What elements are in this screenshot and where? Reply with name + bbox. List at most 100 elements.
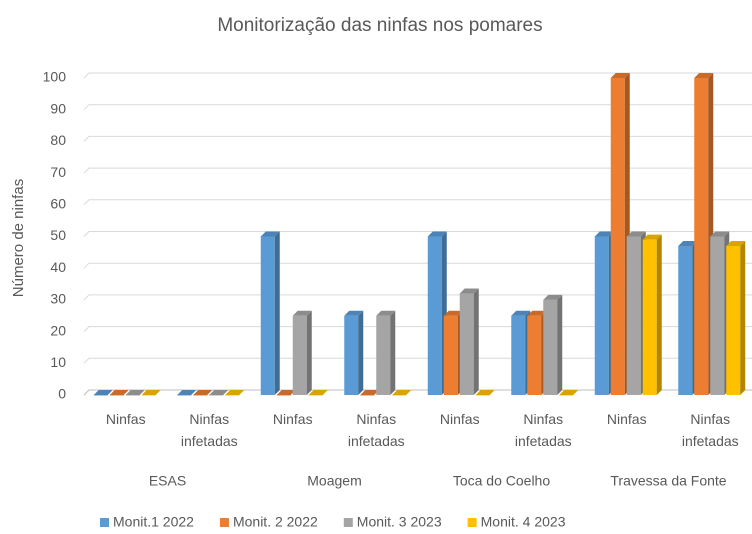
bar	[694, 73, 714, 395]
y-tick-label: 90	[50, 100, 66, 116]
bar	[177, 390, 197, 396]
bar-top	[610, 73, 630, 78]
legend-swatch	[343, 518, 353, 527]
legend-swatch	[467, 518, 477, 527]
bar	[344, 310, 364, 395]
bar-front	[443, 315, 458, 395]
legend-swatch	[100, 518, 109, 527]
bar-top	[225, 390, 245, 395]
bar	[475, 390, 495, 396]
bar	[225, 390, 245, 396]
bar-top	[93, 390, 113, 395]
bar-front	[511, 315, 526, 395]
bar-front	[626, 236, 641, 395]
bar-side	[274, 231, 280, 395]
x-tick-label: Ninfas infetadas	[681, 411, 739, 449]
x-tick-label: Ninfas	[105, 411, 146, 427]
bar-top	[626, 231, 646, 237]
y-tick-label: 100	[43, 69, 67, 85]
x-tick-label: Ninfas infetadas	[347, 411, 405, 449]
x-tick-label: Ninfas	[606, 411, 647, 427]
bar-side	[557, 294, 563, 395]
bar	[376, 310, 396, 395]
bar-front	[177, 395, 192, 396]
bar-side	[473, 288, 479, 395]
bar-front	[543, 299, 558, 395]
legend-label: Monit. 2 2022	[233, 514, 318, 530]
bar-top	[308, 390, 328, 395]
y-tick-label: 20	[50, 322, 66, 338]
bar	[427, 231, 447, 395]
x-tick-label: Ninfas infetadas	[180, 411, 238, 449]
y-tick-label: 70	[50, 164, 66, 180]
bar-top	[392, 390, 412, 395]
bar-front	[225, 395, 240, 396]
bar-front	[392, 395, 407, 396]
bar	[209, 390, 229, 396]
legend-label: Monit. 4 2023	[481, 514, 566, 530]
bar-top	[710, 231, 730, 237]
bar-front	[141, 395, 156, 396]
bar-front	[427, 236, 442, 395]
bar-front	[344, 315, 359, 395]
x-tick-label: Ninfas infetadas	[514, 411, 572, 449]
bar-front	[193, 395, 208, 396]
legend-swatch	[219, 518, 229, 527]
grid-line	[83, 262, 752, 269]
bar-top	[360, 390, 380, 395]
bar	[559, 390, 579, 396]
bar-top	[141, 390, 161, 395]
bar	[392, 390, 412, 396]
bar	[642, 234, 662, 395]
bar	[193, 390, 213, 396]
y-tick-label: 80	[50, 132, 66, 148]
bar-front	[610, 78, 625, 395]
bar-side	[358, 310, 364, 395]
y-tick-label: 10	[50, 354, 66, 370]
bar-top	[642, 234, 662, 240]
bar-front	[459, 293, 474, 395]
bar-top	[678, 241, 698, 247]
bar-top	[527, 310, 547, 316]
bar-top	[125, 390, 145, 395]
grid-line	[83, 72, 752, 79]
bar-top	[594, 231, 614, 237]
y-tick-label: 30	[50, 291, 66, 307]
grid-line	[83, 104, 752, 111]
bar-front	[594, 236, 609, 395]
bar-top	[292, 310, 312, 316]
bar-front	[125, 395, 140, 396]
y-tick-label: 50	[50, 227, 66, 243]
y-tick-label: 40	[50, 259, 66, 275]
bar-front	[559, 395, 574, 396]
bar-top	[459, 288, 479, 294]
bar	[93, 390, 113, 396]
bar-front	[308, 395, 323, 396]
chart-title: Monitorização das ninfas nos pomares	[217, 15, 542, 36]
group-label: ESAS	[149, 473, 186, 489]
bar-side	[390, 310, 396, 395]
bar	[726, 241, 746, 395]
bar-top	[475, 390, 495, 395]
bar-front	[276, 395, 291, 396]
bar-top	[193, 390, 213, 395]
bar-top	[276, 390, 296, 395]
bar-top	[344, 310, 364, 316]
grid-line	[83, 294, 752, 301]
bar-top	[177, 390, 197, 395]
bar-front	[694, 78, 709, 395]
y-tick-label: 0	[58, 386, 66, 402]
x-tick-label: Ninfas	[439, 411, 480, 427]
bar-side	[740, 241, 746, 395]
bar	[292, 310, 312, 395]
bar	[260, 231, 280, 395]
bar-top	[543, 294, 563, 300]
bar	[125, 390, 145, 396]
bar-front	[678, 246, 693, 395]
bar-top	[376, 310, 396, 316]
bar-front	[109, 395, 124, 396]
grid-line	[83, 135, 752, 142]
bar-top	[559, 390, 579, 395]
